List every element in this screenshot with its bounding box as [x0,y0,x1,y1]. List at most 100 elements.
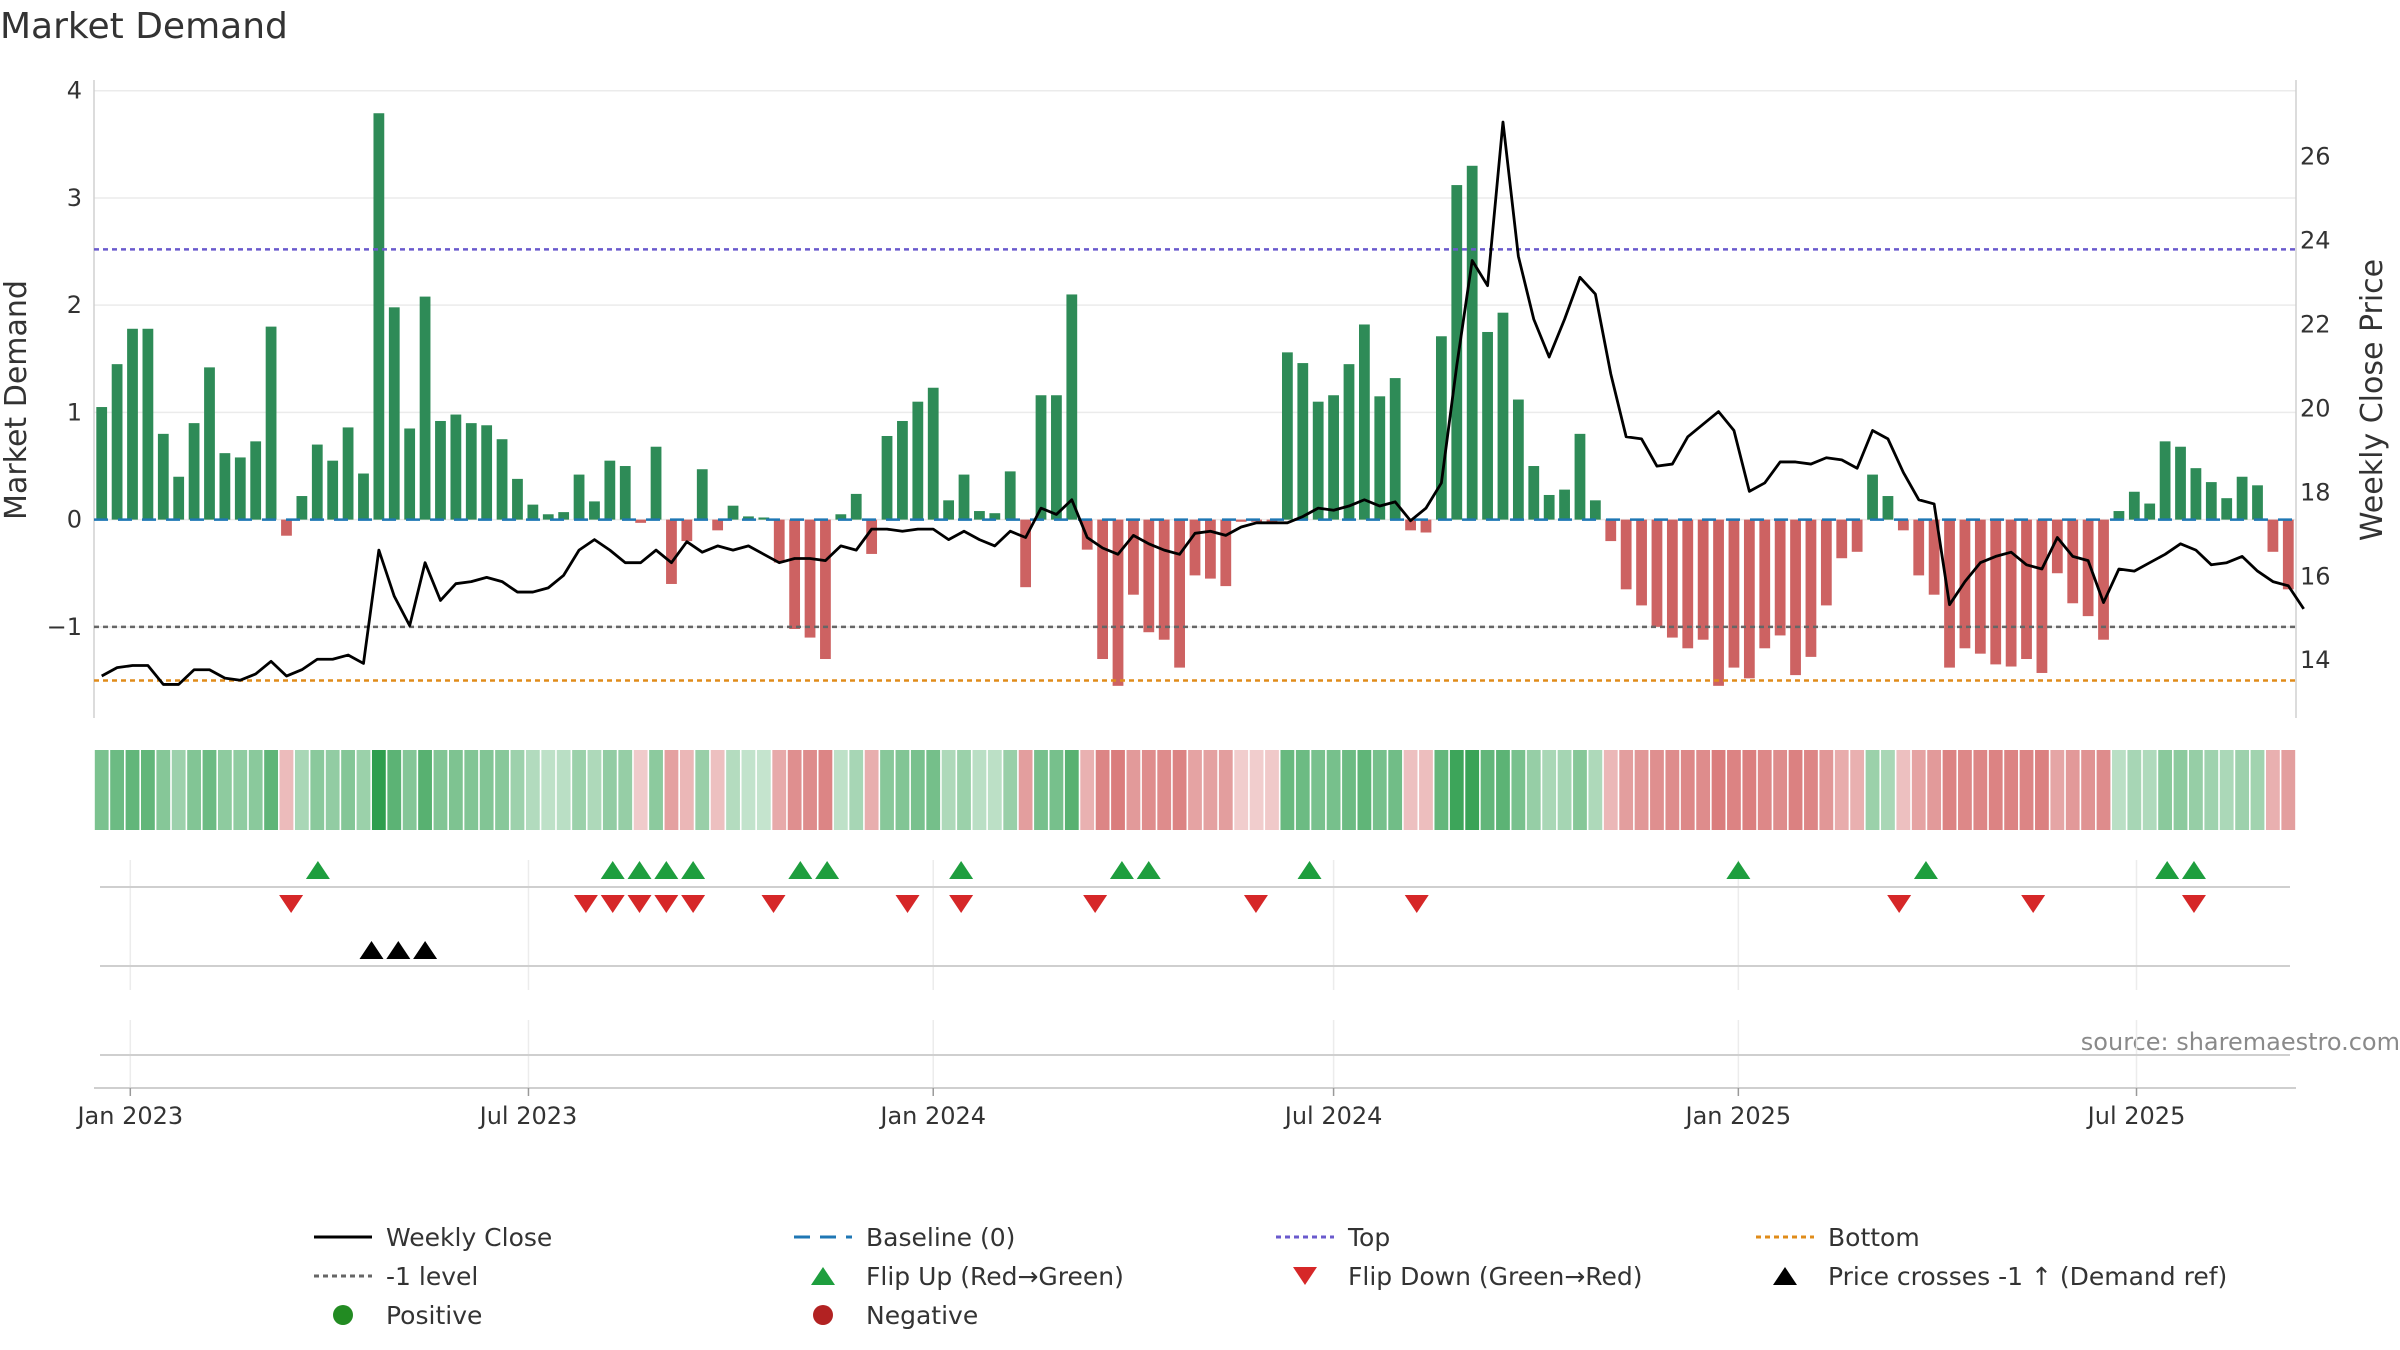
heat-cell [2004,750,2019,830]
demand-bar [850,493,862,520]
heat-cell [1080,750,1095,830]
demand-bar [1066,294,1078,520]
flip-down-marker [279,895,304,913]
heat-cell [1773,750,1788,830]
heat-cell [1557,750,1572,830]
demand-bar [1420,519,1432,533]
demand-bar [1774,519,1786,636]
heat-cell [2266,750,2280,830]
flip-down-marker [2021,895,2046,913]
heat-cell [1819,750,1834,830]
demand-bar [96,407,108,520]
heat-cell [987,750,1002,830]
demand-bar [897,420,908,520]
demand-bar [358,473,369,520]
legend-label: Weekly Close [386,1223,552,1252]
heat-cell [2281,750,2296,830]
heat-cell [2096,750,2111,830]
demand-bar [2190,468,2202,520]
demand-bar [1389,378,1401,520]
heat-cell [618,750,633,830]
legend-swatch-triangle [811,1267,835,1285]
demand-bar [1928,519,1940,595]
flip-up-marker [815,861,840,879]
demand-bar [2159,441,2171,520]
heat-cell [510,750,525,830]
legend-label: Price crosses -1 ↑ (Demand ref) [1828,1262,2227,1291]
demand-bar [1974,519,1986,654]
heat-cell [1526,750,1541,830]
x-tick-label: Jul 2023 [478,1102,578,1130]
legend-label: Flip Down (Green→Red) [1348,1262,1643,1291]
flip-down-marker [895,895,920,913]
demand-bar [342,427,354,520]
heat-cell [1111,750,1125,830]
demand-bar [1374,396,1386,520]
heat-cell [1480,750,1495,830]
heat-cell [2219,750,2234,830]
y-tick-label: −1 [47,613,82,641]
y2-tick-label: 18 [2300,478,2331,506]
demand-bar [1944,519,1955,668]
demand-bar [758,517,770,520]
demand-bar [1405,519,1416,531]
demand-bar [2082,519,2094,617]
heat-cell [957,750,971,830]
demand-bar [127,328,138,520]
legend-item: Negative [813,1301,978,1330]
demand-bar [111,364,123,520]
heat-cell [2173,750,2188,830]
heat-cell [633,750,648,830]
demand-bar [2005,519,2017,667]
heat-cell [587,750,602,830]
heat-cell [1696,750,1711,830]
demand-bar [1328,395,1339,520]
flip-down-marker [1243,895,1268,913]
demand-bar [1836,519,1848,559]
heat-cell [1419,750,1433,830]
demand-bar [1820,519,1832,606]
heat-cell [2235,750,2250,830]
heat-cell [1834,750,1849,830]
demand-bar [311,444,323,520]
legend-item: Flip Up (Red→Green) [811,1262,1124,1291]
heat-cell [2065,750,2080,830]
heat-cell [1742,750,1757,830]
demand-bar [496,439,508,520]
heat-cell [1603,750,1618,830]
demand-bar [1282,352,1293,520]
demand-bar [1112,519,1124,686]
heat-cell [94,750,109,830]
heat-cell [325,750,340,830]
heat-cell [726,750,740,830]
legend-label: Positive [386,1301,482,1330]
demand-bar [2252,485,2263,520]
heat-cell [649,750,663,830]
heat-cell [572,750,586,830]
heat-cell [371,750,386,830]
demand-bar [974,511,985,520]
demand-bar [619,466,631,520]
heat-cell [710,750,725,830]
demand-bar [789,519,801,629]
heat-cell [1757,750,1772,830]
heat-cell [402,750,417,830]
demand-bar [2067,519,2079,604]
demand-bar [1128,519,1139,595]
demand-bar [1605,519,1617,542]
heat-cell [941,750,956,830]
demand-bar [2128,491,2140,520]
chart-title: Market Demand [0,6,288,47]
heat-cell [1003,750,1018,830]
demand-bar [1482,331,1493,520]
x-tick-label: Jan 2024 [878,1102,986,1130]
demand-bar [835,514,847,520]
x-tick-label: Jul 2024 [1283,1102,1383,1130]
price-cross-marker [386,941,411,959]
flip-up-marker [600,861,625,879]
heat-cell [1449,750,1464,830]
heat-cell [1865,750,1880,830]
heat-cell [1680,750,1695,830]
heat-cell [433,750,448,830]
heat-cell [926,750,941,830]
